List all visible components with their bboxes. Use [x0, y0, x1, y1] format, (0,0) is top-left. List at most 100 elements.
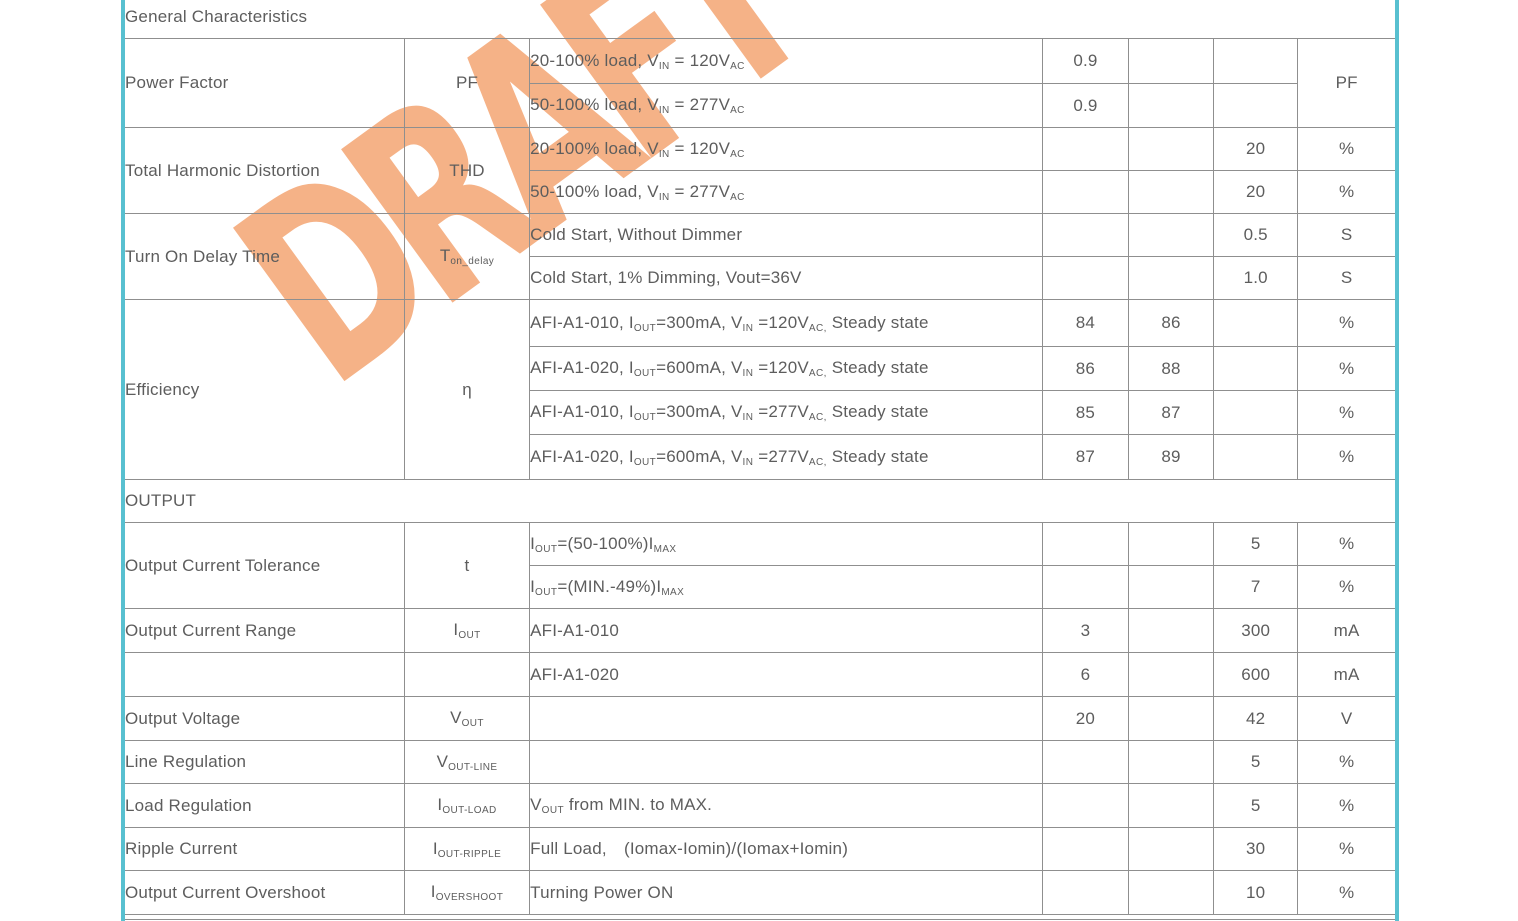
symbol-cell: IOUT	[403, 608, 531, 653]
max-value-cell: 300	[1213, 608, 1299, 653]
condition-cell: AFI-A1-020, IOUT=600mA, VIN =120VAC, Ste…	[529, 346, 1043, 391]
condition-cell: AFI-A1-020	[529, 652, 1043, 697]
symbol-cell: VOUT	[403, 696, 531, 741]
unit-cell: %	[1297, 565, 1398, 609]
max-value-cell: 5	[1213, 783, 1299, 828]
parameter-cell: Efficiency	[122, 299, 405, 480]
symbol-cell	[403, 652, 531, 697]
typ-value-cell: 89	[1127, 434, 1215, 480]
typ-value-cell	[1127, 827, 1215, 871]
typ-value-cell	[1127, 608, 1215, 653]
parameter-cell: Load Regulation	[122, 783, 405, 828]
unit-cell: %	[1297, 740, 1398, 784]
typ-value-cell	[1127, 783, 1215, 828]
condition-cell: Full Load, (Iomax-Iomin)/(Iomax+Iomin)	[529, 827, 1043, 871]
min-value-cell: 0.9	[1041, 38, 1130, 84]
unit-cell: %	[1297, 827, 1398, 871]
symbol-cell: t	[403, 522, 531, 609]
typ-value-cell	[1127, 652, 1215, 697]
condition-cell: 50-100% load, VIN = 277VAC	[529, 83, 1043, 128]
parameter-cell: Output Voltage	[122, 696, 405, 741]
unit-cell: %	[1297, 127, 1398, 171]
condition-cell: AFI-A1-010, IOUT=300mA, VIN =277VAC, Ste…	[529, 390, 1043, 435]
symbol-cell: VOUT-LINE	[403, 740, 531, 784]
unit-cell: %	[1297, 346, 1398, 391]
typ-value-cell	[1127, 696, 1215, 741]
max-value-cell: 1.0	[1213, 256, 1299, 300]
max-value-cell	[1213, 38, 1299, 84]
unit-cell: %	[1297, 390, 1398, 435]
max-value-cell: 42	[1213, 696, 1299, 741]
unit-cell: %	[1297, 522, 1398, 566]
max-value-cell: 20	[1213, 127, 1299, 171]
symbol-cell: IOUT-RIPPLE	[403, 827, 531, 871]
symbol-cell: Ton_delay	[403, 213, 531, 300]
condition-cell: Cold Start, 1% Dimming, Vout=36V	[529, 256, 1043, 300]
typ-value-cell	[1127, 127, 1215, 171]
min-value-cell	[1041, 783, 1130, 828]
max-value-cell: 600	[1213, 652, 1299, 697]
condition-cell: AFI-A1-010	[529, 608, 1043, 653]
max-value-cell	[1213, 299, 1299, 347]
parameter-cell: Turn On Delay Time	[122, 213, 405, 300]
min-value-cell: 20	[1041, 696, 1130, 741]
max-value-cell: 0.5	[1213, 213, 1299, 257]
parameter-cell: Output Current Range	[122, 608, 405, 653]
condition-cell: 20-100% load, VIN = 120VAC	[529, 38, 1043, 84]
unit-cell: V	[1297, 696, 1398, 741]
min-value-cell	[1041, 256, 1130, 300]
condition-cell: AFI-A1-020, IOUT=600mA, VIN =277VAC, Ste…	[529, 434, 1043, 480]
condition-cell: AFI-A1-010, IOUT=300mA, VIN =120VAC, Ste…	[529, 299, 1043, 347]
table-gap	[122, 919, 1398, 921]
unit-cell: S	[1297, 256, 1398, 300]
min-value-cell	[1041, 170, 1130, 214]
symbol-cell: η	[403, 299, 531, 480]
min-value-cell: 84	[1041, 299, 1130, 347]
condition-cell: Turning Power ON	[529, 870, 1043, 915]
unit-cell: mA	[1297, 652, 1398, 697]
max-value-cell	[1213, 346, 1299, 391]
max-value-cell: 5	[1213, 522, 1299, 566]
unit-cell: PF	[1297, 38, 1398, 128]
typ-value-cell	[1127, 83, 1215, 128]
min-value-cell: 3	[1041, 608, 1130, 653]
typ-value-cell: 87	[1127, 390, 1215, 435]
min-value-cell	[1041, 522, 1130, 566]
min-value-cell: 86	[1041, 346, 1130, 391]
typ-value-cell	[1127, 256, 1215, 300]
symbol-cell: IOUT-LOAD	[403, 783, 531, 828]
unit-cell: %	[1297, 170, 1398, 214]
min-value-cell: 87	[1041, 434, 1130, 480]
typ-value-cell	[1127, 213, 1215, 257]
condition-cell: 50-100% load, VIN = 277VAC	[529, 170, 1043, 214]
max-value-cell: 10	[1213, 870, 1299, 915]
section-header-output: OUTPUT	[122, 479, 1398, 523]
section-header-general: General Characteristics	[122, 0, 1398, 39]
min-value-cell	[1041, 127, 1130, 171]
typ-value-cell: 86	[1127, 299, 1215, 347]
condition-cell: Cold Start, Without Dimmer	[529, 213, 1043, 257]
min-value-cell: 6	[1041, 652, 1130, 697]
max-value-cell: 7	[1213, 565, 1299, 609]
typ-value-cell	[1127, 522, 1215, 566]
condition-cell	[529, 740, 1043, 784]
max-value-cell	[1213, 83, 1299, 128]
unit-cell: mA	[1297, 608, 1398, 653]
condition-cell	[529, 696, 1043, 741]
parameter-cell: Total Harmonic Distortion	[122, 127, 405, 214]
max-value-cell: 30	[1213, 827, 1299, 871]
symbol-cell: PF	[403, 38, 531, 128]
min-value-cell	[1041, 870, 1130, 915]
min-value-cell	[1041, 213, 1130, 257]
min-value-cell	[1041, 827, 1130, 871]
typ-value-cell	[1127, 870, 1215, 915]
unit-cell: %	[1297, 783, 1398, 828]
max-value-cell: 5	[1213, 740, 1299, 784]
typ-value-cell	[1127, 38, 1215, 84]
unit-cell: %	[1297, 870, 1398, 915]
parameter-cell: Line Regulation	[122, 740, 405, 784]
min-value-cell	[1041, 565, 1130, 609]
condition-cell: IOUT=(MIN.-49%)IMAX	[529, 565, 1043, 609]
typ-value-cell: 88	[1127, 346, 1215, 391]
